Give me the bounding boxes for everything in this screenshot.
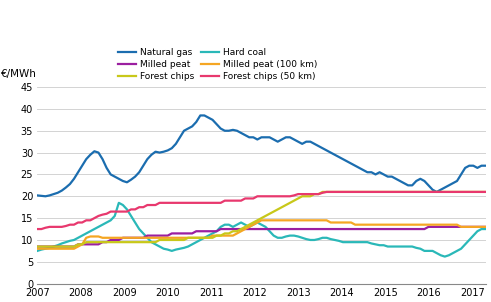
Milled peat bbox=[242, 227, 248, 231]
Hard coal bbox=[206, 234, 212, 237]
Forest chips bbox=[242, 225, 248, 229]
Natural gas bbox=[43, 194, 49, 198]
Milled peat (100 km) bbox=[470, 225, 476, 229]
Forest chips (50 km) bbox=[136, 205, 142, 209]
Hard coal bbox=[299, 236, 305, 239]
Line: Milled peat: Milled peat bbox=[37, 227, 486, 246]
Forest chips bbox=[470, 190, 476, 194]
Hard coal bbox=[246, 225, 252, 229]
Hard coal bbox=[34, 249, 40, 253]
Line: Forest chips (50 km): Forest chips (50 km) bbox=[37, 192, 486, 229]
Milled peat (100 km) bbox=[136, 236, 142, 239]
Forest chips (50 km) bbox=[201, 201, 207, 205]
Milled peat bbox=[201, 230, 207, 233]
Forest chips (50 km) bbox=[34, 227, 40, 231]
Forest chips bbox=[34, 245, 40, 248]
Forest chips bbox=[201, 236, 207, 239]
Milled peat (100 km) bbox=[258, 219, 264, 222]
Line: Forest chips: Forest chips bbox=[37, 192, 486, 246]
Forest chips bbox=[136, 240, 142, 244]
Forest chips (50 km) bbox=[470, 190, 476, 194]
Milled peat (100 km) bbox=[242, 227, 248, 231]
Natural gas bbox=[197, 114, 203, 117]
Milled peat bbox=[34, 245, 40, 248]
Natural gas bbox=[483, 164, 489, 168]
Legend: Natural gas, Milled peat, Forest chips, Hard coal, Milled peat (100 km), Forest : Natural gas, Milled peat, Forest chips, … bbox=[118, 48, 317, 81]
Milled peat bbox=[136, 236, 142, 239]
Hard coal bbox=[153, 243, 159, 246]
Natural gas bbox=[474, 166, 480, 170]
Milled peat (100 km) bbox=[201, 236, 207, 239]
Line: Milled peat (100 km): Milled peat (100 km) bbox=[37, 220, 486, 249]
Forest chips (50 km) bbox=[148, 203, 154, 207]
Natural gas bbox=[153, 150, 159, 153]
Milled peat bbox=[483, 225, 489, 229]
Milled peat (100 km) bbox=[148, 236, 154, 239]
Natural gas bbox=[34, 194, 40, 197]
Natural gas bbox=[303, 140, 309, 143]
Milled peat bbox=[295, 227, 301, 231]
Y-axis label: €/MWh: €/MWh bbox=[1, 69, 37, 79]
Milled peat bbox=[470, 225, 476, 229]
Forest chips (50 km) bbox=[483, 190, 489, 194]
Forest chips (50 km) bbox=[295, 192, 301, 196]
Hard coal bbox=[474, 230, 480, 233]
Natural gas bbox=[250, 136, 256, 139]
Forest chips (50 km) bbox=[242, 197, 248, 200]
Hard coal bbox=[483, 227, 489, 231]
Milled peat (100 km) bbox=[483, 225, 489, 229]
Natural gas bbox=[210, 118, 216, 122]
Forest chips bbox=[295, 197, 301, 200]
Forest chips (50 km) bbox=[324, 190, 329, 194]
Hard coal bbox=[442, 255, 448, 259]
Forest chips bbox=[483, 190, 489, 194]
Hard coal bbox=[140, 232, 146, 235]
Milled peat bbox=[148, 234, 154, 237]
Milled peat bbox=[426, 225, 432, 229]
Natural gas bbox=[140, 164, 146, 168]
Milled peat (100 km) bbox=[299, 219, 305, 222]
Line: Hard coal: Hard coal bbox=[37, 203, 486, 257]
Milled peat (100 km) bbox=[34, 247, 40, 251]
Line: Natural gas: Natural gas bbox=[37, 115, 486, 196]
Forest chips bbox=[148, 240, 154, 244]
Forest chips bbox=[320, 190, 326, 194]
Hard coal bbox=[116, 201, 122, 205]
